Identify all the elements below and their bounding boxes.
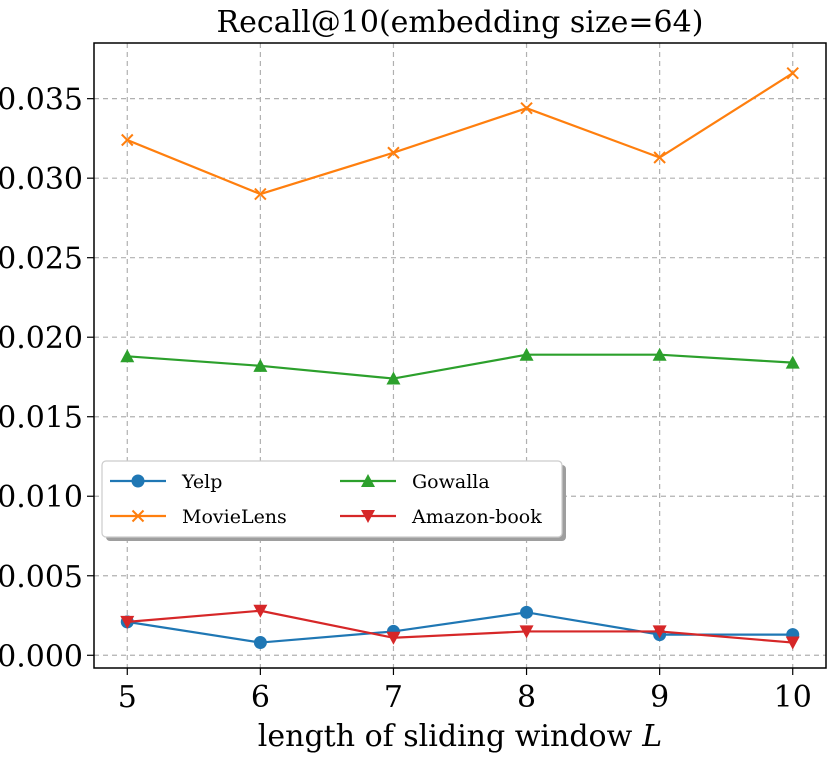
series-line-gowalla: [127, 353, 793, 380]
legend-item-movielens: MovieLens: [110, 506, 287, 528]
x-tick-label: 9: [650, 680, 669, 715]
data-point-movielens: [121, 133, 134, 147]
axis-ticks: 5 6 7 8 9 10 0.000 0.005 0.010 0.015 0.020 0.025 0.0…: [0, 83, 812, 715]
legend-label: Yelp: [181, 471, 222, 493]
legend-label: MovieLens: [182, 506, 287, 528]
legend: Yelp MovieLens Gowalla Amazon-book: [101, 460, 566, 541]
data-point-yelp: [520, 605, 534, 619]
data-point-amazon-book: [120, 615, 135, 629]
data-point-gowalla: [785, 355, 800, 369]
legend-marker: [131, 509, 145, 523]
y-tick-label: 0.000: [0, 639, 83, 674]
data-point-amazon-book: [785, 636, 800, 650]
legend-item-amazon-book: Amazon-book: [340, 506, 542, 528]
legend-marker: [361, 474, 375, 487]
legend-label: Amazon-book: [411, 506, 542, 528]
series-line-amazon-book: [127, 609, 793, 644]
legend-item-yelp: Yelp: [110, 471, 222, 493]
legend-box: [101, 460, 563, 538]
grid: [94, 43, 826, 668]
y-tick-label: 0.025: [0, 242, 83, 277]
x-tick-label: 5: [118, 680, 137, 715]
chart-title: Recall@10(embedding size=64): [217, 5, 704, 40]
x-axis-label-var: L: [641, 719, 662, 754]
series-line-movielens: [126, 72, 794, 196]
plot-frame: [93, 42, 827, 669]
y-tick-label: 0.030: [0, 162, 83, 197]
data-point-gowalla: [120, 349, 135, 363]
legend-marker: [361, 510, 375, 523]
series-layer: [120, 67, 800, 650]
marker-stroke: [786, 67, 799, 80]
x-tick-label: 8: [517, 680, 536, 715]
legend-marker: [131, 474, 145, 488]
data-point-movielens: [653, 151, 666, 164]
data-point-amazon-book: [253, 604, 268, 618]
legend-item-gowalla: Gowalla: [340, 471, 490, 493]
data-point-amazon-book: [386, 631, 401, 645]
y-tick-label: 0.015: [0, 401, 83, 436]
series-yelp: [120, 605, 800, 650]
marker-stroke: [254, 187, 267, 201]
marker-stroke: [387, 146, 400, 159]
marker-stroke: [653, 151, 666, 164]
marker-stroke: [131, 509, 145, 523]
data-point-movielens: [786, 67, 799, 80]
x-tick-label: 6: [251, 680, 270, 715]
data-point-amazon-book: [519, 625, 534, 639]
data-point-amazon-book: [652, 625, 667, 639]
x-axis-label-text: length of sliding window: [258, 719, 633, 754]
y-tick-label: 0.005: [0, 560, 83, 595]
y-tick-label: 0.010: [0, 480, 83, 515]
marker-stroke: [121, 133, 134, 147]
data-point-movielens: [254, 187, 267, 201]
data-point-movielens: [520, 101, 533, 115]
series-movielens: [121, 67, 799, 201]
data-point-yelp: [253, 636, 267, 650]
data-point-gowalla: [519, 347, 534, 361]
x-axis-label: length of sliding window L: [258, 719, 662, 754]
legend-label: Gowalla: [412, 471, 490, 493]
x-tick-label: 7: [384, 680, 403, 715]
marker-stroke: [520, 101, 533, 115]
data-point-movielens: [387, 146, 400, 159]
x-tick-label: 10: [774, 680, 812, 715]
y-tick-label: 0.020: [0, 321, 83, 356]
data-point-gowalla: [386, 371, 401, 385]
y-tick-label: 0.035: [0, 83, 83, 118]
data-point-gowalla: [652, 347, 667, 361]
series-gowalla: [120, 347, 800, 385]
series-amazon-book: [120, 604, 800, 650]
data-point-gowalla: [253, 358, 268, 372]
series-line-yelp: [127, 611, 793, 644]
